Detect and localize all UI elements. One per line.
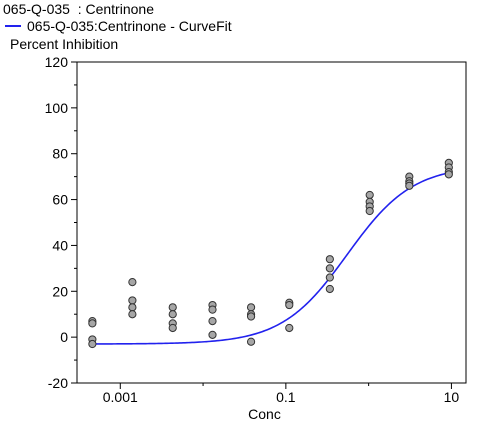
data-point xyxy=(128,278,137,287)
y-tick-label: 0 xyxy=(60,329,68,345)
y-tick-label: 100 xyxy=(45,100,69,116)
data-point xyxy=(325,284,334,294)
data-point xyxy=(168,303,177,312)
data-point xyxy=(325,264,334,273)
data-point xyxy=(88,339,97,349)
data-point xyxy=(405,181,414,190)
axes: -20 0 20 40 60 80 100 120 0.001 0.1 10 Conc xyxy=(45,54,467,421)
x-tick-label: 0.001 xyxy=(103,389,138,405)
data-point xyxy=(246,337,256,346)
data-point xyxy=(208,316,217,326)
chart-title: 065-Q-035 : Centrinone xyxy=(3,1,154,17)
y-tick-label: 120 xyxy=(45,54,69,70)
data-point xyxy=(246,312,256,321)
data-point xyxy=(444,170,453,179)
data-point xyxy=(325,273,334,282)
data-point xyxy=(325,255,334,264)
curve-layer xyxy=(92,172,449,345)
x-tick-label: 0.1 xyxy=(276,389,296,405)
x-tick-label: 10 xyxy=(444,389,460,405)
y-tick-label: 80 xyxy=(52,146,68,162)
data-point xyxy=(128,303,137,312)
y-axis-label: Percent Inhibition xyxy=(10,36,119,52)
y-tick-label: 20 xyxy=(52,283,68,299)
data-point xyxy=(128,296,137,305)
y-tick-label: 40 xyxy=(52,237,68,253)
y-tick-label: -20 xyxy=(48,375,68,391)
points-layer xyxy=(88,158,453,349)
data-point xyxy=(365,206,374,216)
legend: 065-Q-035:Centrinone - CurveFit xyxy=(5,18,232,34)
data-point xyxy=(285,300,294,310)
y-tick-label: 60 xyxy=(52,192,68,208)
legend-swatch xyxy=(5,25,21,27)
data-point xyxy=(168,310,177,319)
legend-label: 065-Q-035:Centrinone - CurveFit xyxy=(27,18,232,34)
data-point xyxy=(88,319,97,328)
data-point xyxy=(246,303,256,312)
data-point xyxy=(285,323,294,333)
data-point xyxy=(208,305,217,314)
plot-frame xyxy=(76,61,467,384)
curve-fit-line xyxy=(92,172,449,345)
data-point xyxy=(168,323,177,333)
data-point xyxy=(365,190,374,200)
data-point xyxy=(128,310,137,319)
x-axis-label: Conc xyxy=(248,406,281,421)
data-point xyxy=(208,330,217,339)
